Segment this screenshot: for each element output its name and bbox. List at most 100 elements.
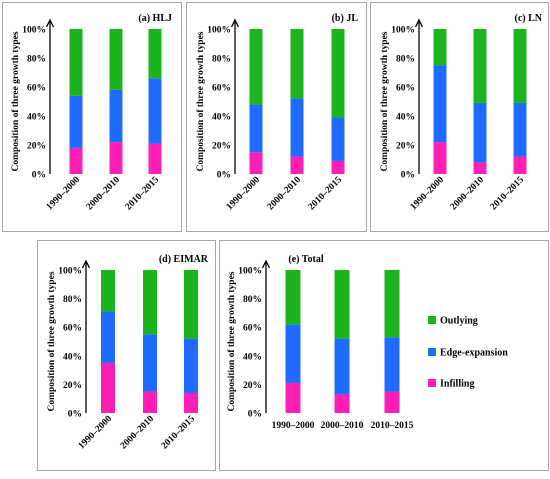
bar-segment-outlying bbox=[513, 29, 527, 103]
bar-segment-infilling bbox=[148, 143, 162, 174]
y-tick-label: 80% bbox=[63, 295, 82, 305]
panel-border bbox=[370, 2, 549, 232]
x-tick-label: 2010–2015 bbox=[371, 421, 414, 431]
x-tick-label: 2000–2010 bbox=[119, 414, 156, 451]
bar-segment-infilling bbox=[433, 142, 447, 174]
y-tick-label: 20% bbox=[63, 381, 82, 391]
bar-segment-edge-expansion bbox=[109, 89, 123, 143]
y-tick-label: 0% bbox=[401, 171, 415, 181]
bar-segment-infilling bbox=[109, 142, 123, 174]
chart-panel: 0%20%40%60%80%100%1990–2000 2000–2010 2010… bbox=[186, 2, 367, 232]
y-tick-label: 0% bbox=[217, 171, 231, 181]
bar-segment-outlying bbox=[184, 270, 198, 339]
y-axis-arrow bbox=[45, 18, 55, 28]
panel-border bbox=[2, 2, 182, 232]
y-axis-arrow bbox=[81, 259, 91, 269]
y-tick-label: 20% bbox=[212, 142, 231, 152]
y-tick-label: 100% bbox=[58, 267, 82, 277]
bar-segment-edge-expansion bbox=[285, 324, 301, 383]
x-tick-label: 2000–2010 bbox=[85, 175, 122, 212]
chart-panel: 0%20%40%60%80%100%1990–2000 2000–2010 2010… bbox=[37, 240, 216, 471]
legend-label: Infilling bbox=[440, 379, 474, 390]
bar-segment-infilling bbox=[143, 391, 157, 413]
y-tick-label: 100% bbox=[207, 26, 231, 36]
bar-segment-outlying bbox=[143, 270, 157, 335]
y-axis-arrow bbox=[261, 259, 271, 269]
bar-segment-edge-expansion bbox=[433, 65, 447, 143]
bar-segment-edge-expansion bbox=[384, 337, 400, 392]
bar-segment-edge-expansion bbox=[101, 311, 115, 363]
bar-segment-outlying bbox=[69, 29, 83, 96]
bar-segment-outlying bbox=[331, 29, 345, 118]
panel-border bbox=[219, 240, 549, 471]
y-axis-arrow bbox=[230, 18, 240, 28]
x-tick-label: 2010–2015 bbox=[489, 175, 526, 212]
y-tick-label: 40% bbox=[27, 113, 46, 123]
y-axis-arrow bbox=[414, 18, 424, 28]
y-tick-label: 40% bbox=[396, 113, 415, 123]
x-tick-label: 1990–2000 bbox=[77, 414, 114, 451]
y-tick-label: 60% bbox=[63, 324, 82, 334]
panel-title: (c) LN bbox=[515, 13, 543, 24]
chart-panel: 0%20%40%60%80%100%1990–2000 2000–2010 2010… bbox=[370, 2, 549, 232]
y-tick-label: 40% bbox=[212, 113, 231, 123]
bar-segment-infilling bbox=[285, 382, 301, 413]
x-tick-label: 1990–2000 bbox=[45, 175, 82, 212]
x-tick-label: 2000–2010 bbox=[449, 175, 486, 212]
panel-title: (a) HLJ bbox=[138, 13, 172, 24]
bar-segment-outlying bbox=[101, 270, 115, 312]
bar-segment-outlying bbox=[433, 29, 447, 66]
y-tick-label: 100% bbox=[22, 26, 46, 36]
bar-segment-outlying bbox=[109, 29, 123, 90]
bar-segment-edge-expansion bbox=[143, 334, 157, 392]
bar-segment-edge-expansion bbox=[513, 102, 527, 157]
y-tick-label: 40% bbox=[243, 352, 262, 362]
bar-segment-edge-expansion bbox=[69, 95, 83, 148]
legend-label: Edge-expansion bbox=[440, 348, 508, 359]
panel-title: (d) EIMAR bbox=[159, 254, 209, 265]
bar-segment-outlying bbox=[334, 270, 350, 339]
bar-segment-edge-expansion bbox=[290, 98, 304, 157]
y-axis-label: Composition of three growth types bbox=[227, 271, 237, 411]
bar-segment-edge-expansion bbox=[148, 78, 162, 144]
x-tick-label: 2000–2010 bbox=[321, 421, 364, 431]
bar-segment-edge-expansion bbox=[331, 117, 345, 161]
y-tick-label: 100% bbox=[391, 26, 415, 36]
panel-title: (e) Total bbox=[288, 254, 324, 265]
bar-segment-outlying bbox=[148, 29, 162, 79]
bar-segment-infilling bbox=[290, 156, 304, 174]
y-tick-label: 100% bbox=[238, 267, 262, 277]
y-tick-label: 0% bbox=[32, 171, 46, 181]
bar-segment-outlying bbox=[384, 270, 400, 338]
bar-segment-infilling bbox=[101, 362, 115, 413]
y-tick-label: 20% bbox=[27, 142, 46, 152]
y-tick-label: 60% bbox=[27, 84, 46, 94]
bar-segment-infilling bbox=[473, 162, 487, 174]
bar-segment-infilling bbox=[331, 160, 345, 174]
chart-panel: 0%20%40%60%80%100%1990–2000 2000–2010 2010… bbox=[2, 2, 182, 232]
panel-border bbox=[37, 240, 216, 471]
bar-segment-outlying bbox=[285, 270, 301, 325]
legend-swatch-edge-expansion bbox=[428, 348, 436, 356]
y-tick-label: 80% bbox=[212, 55, 231, 65]
y-axis-label: Composition of three growth types bbox=[196, 31, 206, 171]
bar-segment-infilling bbox=[384, 391, 400, 413]
legend-label: Outlying bbox=[440, 316, 478, 327]
panel-title: (b) JL bbox=[332, 13, 359, 24]
y-tick-label: 60% bbox=[396, 84, 415, 94]
bar-segment-outlying bbox=[249, 29, 263, 105]
y-tick-label: 20% bbox=[243, 381, 262, 391]
bar-segment-edge-expansion bbox=[334, 338, 350, 395]
y-axis-label: Composition of three growth types bbox=[380, 31, 390, 171]
y-axis-label: Composition of three growth types bbox=[47, 271, 57, 411]
bar-segment-edge-expansion bbox=[249, 104, 263, 153]
bar-segment-outlying bbox=[473, 29, 487, 103]
panel-border bbox=[186, 2, 367, 232]
y-axis-label: Composition of three growth types bbox=[11, 31, 21, 171]
y-tick-label: 80% bbox=[396, 55, 415, 65]
legend-swatch-infilling bbox=[428, 379, 436, 387]
bar-segment-infilling bbox=[249, 152, 263, 174]
bar-segment-infilling bbox=[513, 156, 527, 174]
legend-swatch-outlying bbox=[428, 316, 436, 324]
